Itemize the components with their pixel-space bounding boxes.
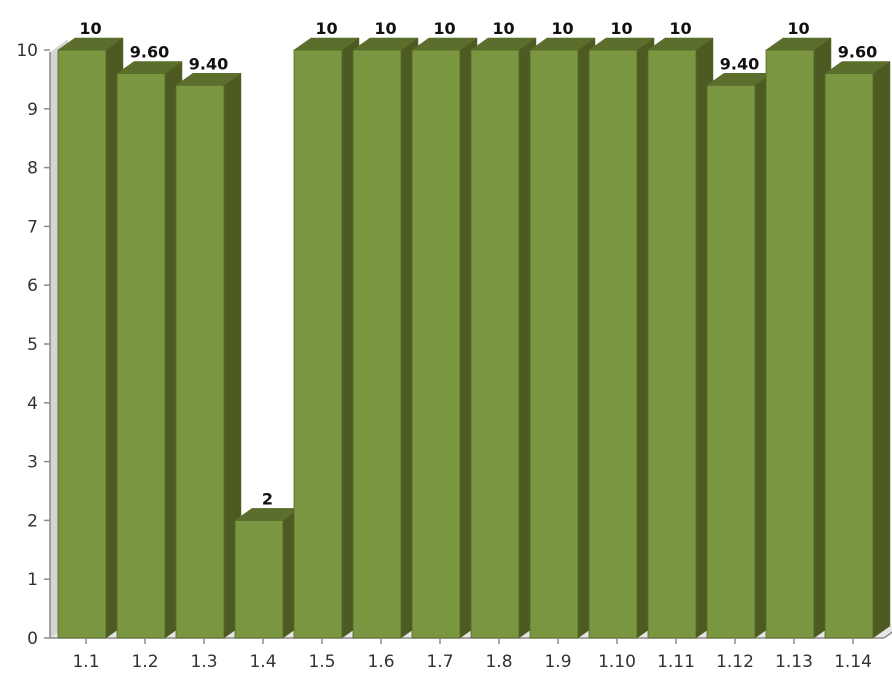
bar-front-face [234, 520, 284, 639]
bar-value-label: 2 [262, 489, 273, 508]
bar-value-label: 9.40 [189, 54, 228, 73]
y-tick-label: 8 [27, 159, 38, 179]
bar [470, 37, 537, 639]
x-tick-label: 1.2 [131, 652, 158, 672]
x-tick-label: 1.10 [598, 652, 636, 672]
y-axis-ticks: 0 1 2 3 4 5 6 7 8 9 10 [16, 41, 50, 649]
bar-value-label: 10 [79, 19, 101, 38]
bar [352, 37, 419, 639]
bar [116, 61, 183, 639]
x-tick-label: 1.9 [544, 652, 571, 672]
bar-value-label: 9.60 [838, 43, 877, 62]
bar-front-face [765, 49, 815, 639]
bar-front-face [293, 49, 343, 639]
bar-front-face [411, 49, 461, 639]
bar [411, 37, 478, 639]
x-axis-end-line [883, 631, 892, 639]
chart-bars [57, 37, 891, 639]
x-tick-label: 1.5 [308, 652, 335, 672]
bar-front-face [175, 84, 225, 639]
y-tick-label: 9 [27, 100, 38, 120]
x-tick-label: 1.6 [367, 652, 394, 672]
bar-side-face [872, 61, 891, 639]
y-tick-label: 6 [27, 276, 38, 296]
bar [175, 72, 242, 639]
bar-front-face [352, 49, 402, 639]
bar [57, 37, 124, 639]
chart-data-labels: 10 9.60 9.40 2 10 10 10 10 10 10 10 9.40 10 9.60 [79, 19, 877, 508]
bar [293, 37, 360, 639]
bar [234, 507, 301, 639]
bar-value-label: 10 [610, 19, 632, 38]
bar [706, 72, 773, 639]
x-tick-label: 1.4 [249, 652, 276, 672]
x-axis-ticks: 1.1 1.2 1.3 1.4 1.5 1.6 1.7 1.8 1.9 1.10 1.11 1.12 1… [72, 638, 872, 672]
x-tick-label: 1.1 [72, 652, 99, 672]
bar [647, 37, 714, 639]
bar-front-face [824, 73, 874, 639]
x-tick-label: 1.13 [775, 652, 813, 672]
bar-front-face [529, 49, 579, 639]
bar-value-label: 10 [374, 19, 396, 38]
x-tick-label: 1.8 [485, 652, 512, 672]
bar-front-face [57, 49, 107, 639]
bar-value-label: 10 [433, 19, 455, 38]
y-tick-label: 5 [27, 335, 38, 355]
x-tick-label: 1.3 [190, 652, 217, 672]
bar-front-face [647, 49, 697, 639]
bar-value-label: 10 [551, 19, 573, 38]
bar [588, 37, 655, 639]
bar-front-face [588, 49, 638, 639]
bar-value-label: 9.40 [720, 54, 759, 73]
x-tick-label: 1.12 [716, 652, 754, 672]
y-tick-label: 0 [27, 629, 38, 649]
y-tick-label: 10 [16, 41, 38, 61]
bar [824, 61, 891, 639]
bar-value-label: 9.60 [130, 43, 169, 62]
x-tick-label: 1.7 [426, 652, 453, 672]
bar-front-face [470, 49, 520, 639]
y-tick-label: 4 [27, 394, 38, 414]
y-tick-label: 7 [27, 217, 38, 237]
bar-front-face [706, 84, 756, 639]
bar-front-face [116, 73, 166, 639]
y-tick-label: 2 [27, 511, 38, 531]
bar-value-label: 10 [787, 19, 809, 38]
x-tick-label: 1.14 [834, 652, 872, 672]
bar-value-label: 10 [669, 19, 691, 38]
y-tick-label: 1 [27, 570, 38, 590]
bar [765, 37, 832, 639]
x-tick-label: 1.11 [657, 652, 695, 672]
y-tick-label: 3 [27, 453, 38, 473]
bar [529, 37, 596, 639]
bar-value-label: 10 [492, 19, 514, 38]
bar-value-label: 10 [315, 19, 337, 38]
